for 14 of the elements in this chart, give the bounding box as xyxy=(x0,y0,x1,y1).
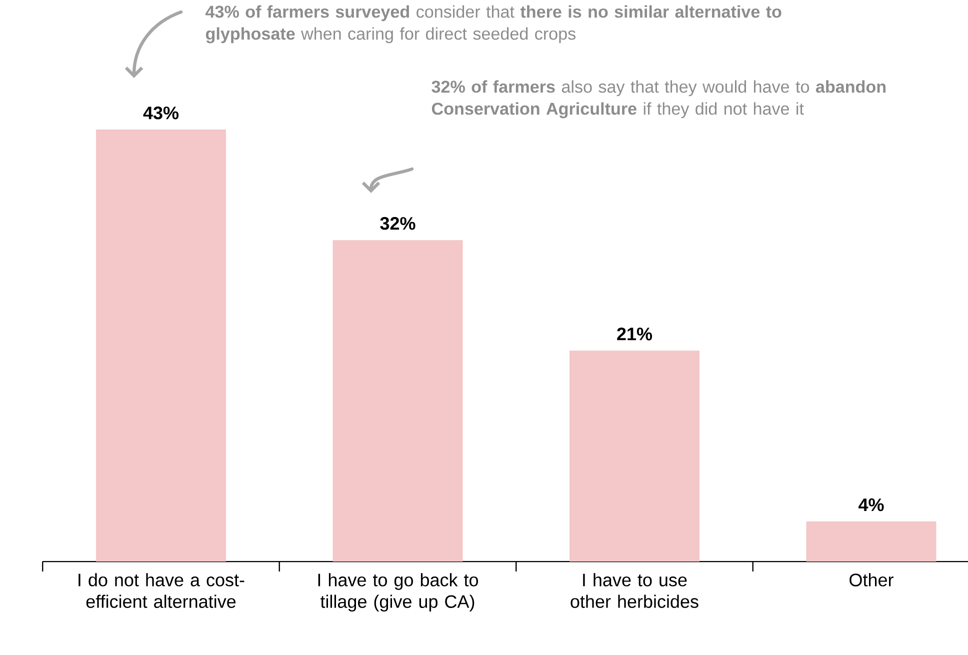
data-label: 43% xyxy=(143,106,179,120)
x-tick-label: I have to use other herbicides xyxy=(570,573,698,608)
bar xyxy=(96,130,226,562)
text: 43% of farmers surveyed consider that there is no similar alternative to glyphosate when caring for direct seeded crops xyxy=(206,5,782,44)
x-tick-label: I do not have a cost-efficient alternative xyxy=(78,573,244,608)
text: 32% of farmers also say that they would have to abandon Conservation Agriculture if they did not have it xyxy=(432,80,886,118)
bar xyxy=(806,521,936,562)
bar xyxy=(332,240,463,562)
bar xyxy=(569,350,700,562)
data-label: 4% xyxy=(858,498,884,512)
x-tick-label: I have to go back to tillage (give up CA) xyxy=(318,573,478,612)
x-tick-label: Other xyxy=(850,573,894,586)
data-label: 32% xyxy=(380,217,416,230)
data-label: 21% xyxy=(617,328,652,340)
